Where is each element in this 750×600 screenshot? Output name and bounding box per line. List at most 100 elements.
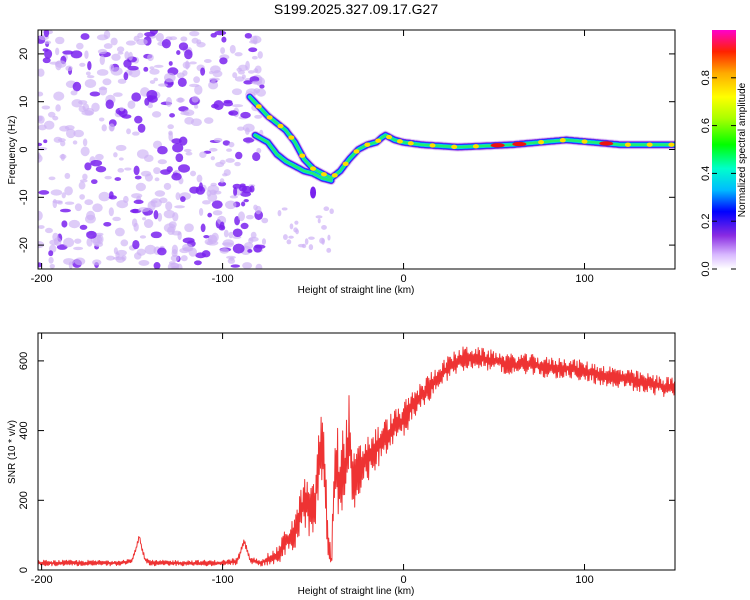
noise-speck: [176, 97, 185, 103]
noise-speck: [84, 78, 97, 88]
ridge-peak: [396, 139, 403, 144]
noise-speck: [111, 53, 121, 61]
y-tick-label: 0: [18, 567, 30, 573]
noise-speck: [176, 72, 185, 79]
noise-speck: [211, 200, 223, 209]
noise-speck: [219, 159, 226, 165]
noise-speck: [194, 104, 199, 109]
noise-speck: [64, 125, 75, 131]
noise-speck: [222, 140, 231, 146]
noise-speck: [222, 239, 235, 248]
noise-speck: [71, 99, 83, 108]
noise-speck: [216, 215, 227, 225]
noise-speck: [222, 101, 234, 107]
noise-speck: [44, 40, 52, 45]
noise-speck: [97, 48, 108, 55]
noise-speck: [72, 81, 82, 92]
noise-speck: [231, 88, 243, 96]
ridge-peak: [375, 138, 382, 143]
noise-speck: [151, 111, 162, 118]
noise-speck: [109, 64, 115, 72]
noise-speck: [115, 144, 127, 152]
noise-speck: [209, 65, 221, 74]
noise-speck: [157, 146, 168, 155]
noise-speck: [177, 77, 187, 87]
snr-series-line: [38, 346, 675, 567]
ridge-peak: [472, 144, 479, 149]
noise-speck: [117, 51, 124, 55]
noise-speck: [295, 228, 299, 235]
noise-speck: [64, 186, 73, 196]
noise-speck: [48, 176, 56, 181]
noise-speck: [225, 158, 235, 163]
noise-speck: [127, 100, 136, 109]
noise-speck: [98, 117, 105, 122]
ridge-band: [253, 133, 333, 182]
y-tick-label: 200: [18, 491, 30, 509]
noise-speck: [282, 234, 288, 240]
noise-speck: [175, 192, 181, 201]
noise-speck: [42, 48, 49, 52]
noise-speck: [327, 234, 331, 241]
noise-speck: [253, 244, 263, 253]
noise-speck: [95, 165, 107, 173]
noise-speck: [243, 198, 249, 203]
noise-speck: [38, 115, 45, 124]
noise-speck: [168, 61, 173, 66]
noise-speck: [80, 33, 90, 40]
noise-speck: [86, 230, 97, 239]
noise-speck: [200, 67, 206, 76]
noise-speck: [134, 175, 142, 180]
noise-speck: [132, 131, 140, 136]
noise-speck: [164, 72, 176, 83]
noise-speck: [208, 147, 218, 152]
noise-speck: [150, 231, 162, 239]
noise-speck: [184, 223, 194, 233]
noise-speck: [321, 225, 327, 230]
noise-speck: [80, 146, 90, 157]
noise-speck: [103, 43, 113, 49]
noise-speck: [222, 173, 228, 177]
noise-speck: [323, 206, 330, 211]
noise-speck: [315, 215, 323, 219]
x-tick-label: -100: [212, 574, 234, 586]
noise-speck: [304, 238, 309, 245]
noise-speck: [232, 228, 243, 238]
noise-speck: [175, 153, 184, 163]
noise-speck: [233, 186, 238, 197]
noise-speck: [136, 248, 146, 256]
noise-speck: [38, 91, 44, 97]
noise-speck: [308, 236, 315, 240]
noise-speck: [235, 151, 243, 160]
noise-speck: [120, 239, 129, 247]
spectrogram-y-label: Frequency (Hz): [7, 116, 18, 185]
noise-speck: [60, 153, 65, 161]
noise-speck: [138, 259, 150, 266]
noise-speck: [297, 243, 305, 248]
noise-speck: [81, 110, 94, 116]
noise-speck: [220, 47, 226, 54]
noise-speck: [248, 237, 254, 244]
noise-speck: [207, 192, 218, 202]
noise-speck: [143, 219, 154, 229]
colorbar-tick-label: 0.2: [700, 214, 712, 229]
noise-speck: [155, 32, 164, 42]
noise-speck: [78, 105, 86, 113]
noise-speck: [166, 166, 173, 173]
noise-speck: [250, 231, 257, 239]
noise-speck: [253, 204, 258, 211]
noise-speck: [113, 92, 123, 97]
noise-speck: [132, 239, 140, 250]
noise-speck: [168, 131, 174, 142]
noise-speck: [72, 140, 78, 145]
noise-speck: [157, 159, 167, 165]
noise-speck: [131, 218, 138, 228]
noise-speck: [228, 110, 239, 116]
noise-speck: [73, 246, 84, 251]
ridge-peak: [490, 143, 505, 148]
noise-speck: [228, 141, 235, 148]
noise-speck: [241, 201, 246, 207]
snr-panel: -200 -100 0 100 0 200 400 600 Height of straigh…: [7, 332, 676, 597]
noise-speck: [171, 172, 182, 181]
spectrogram-image: [38, 30, 675, 269]
